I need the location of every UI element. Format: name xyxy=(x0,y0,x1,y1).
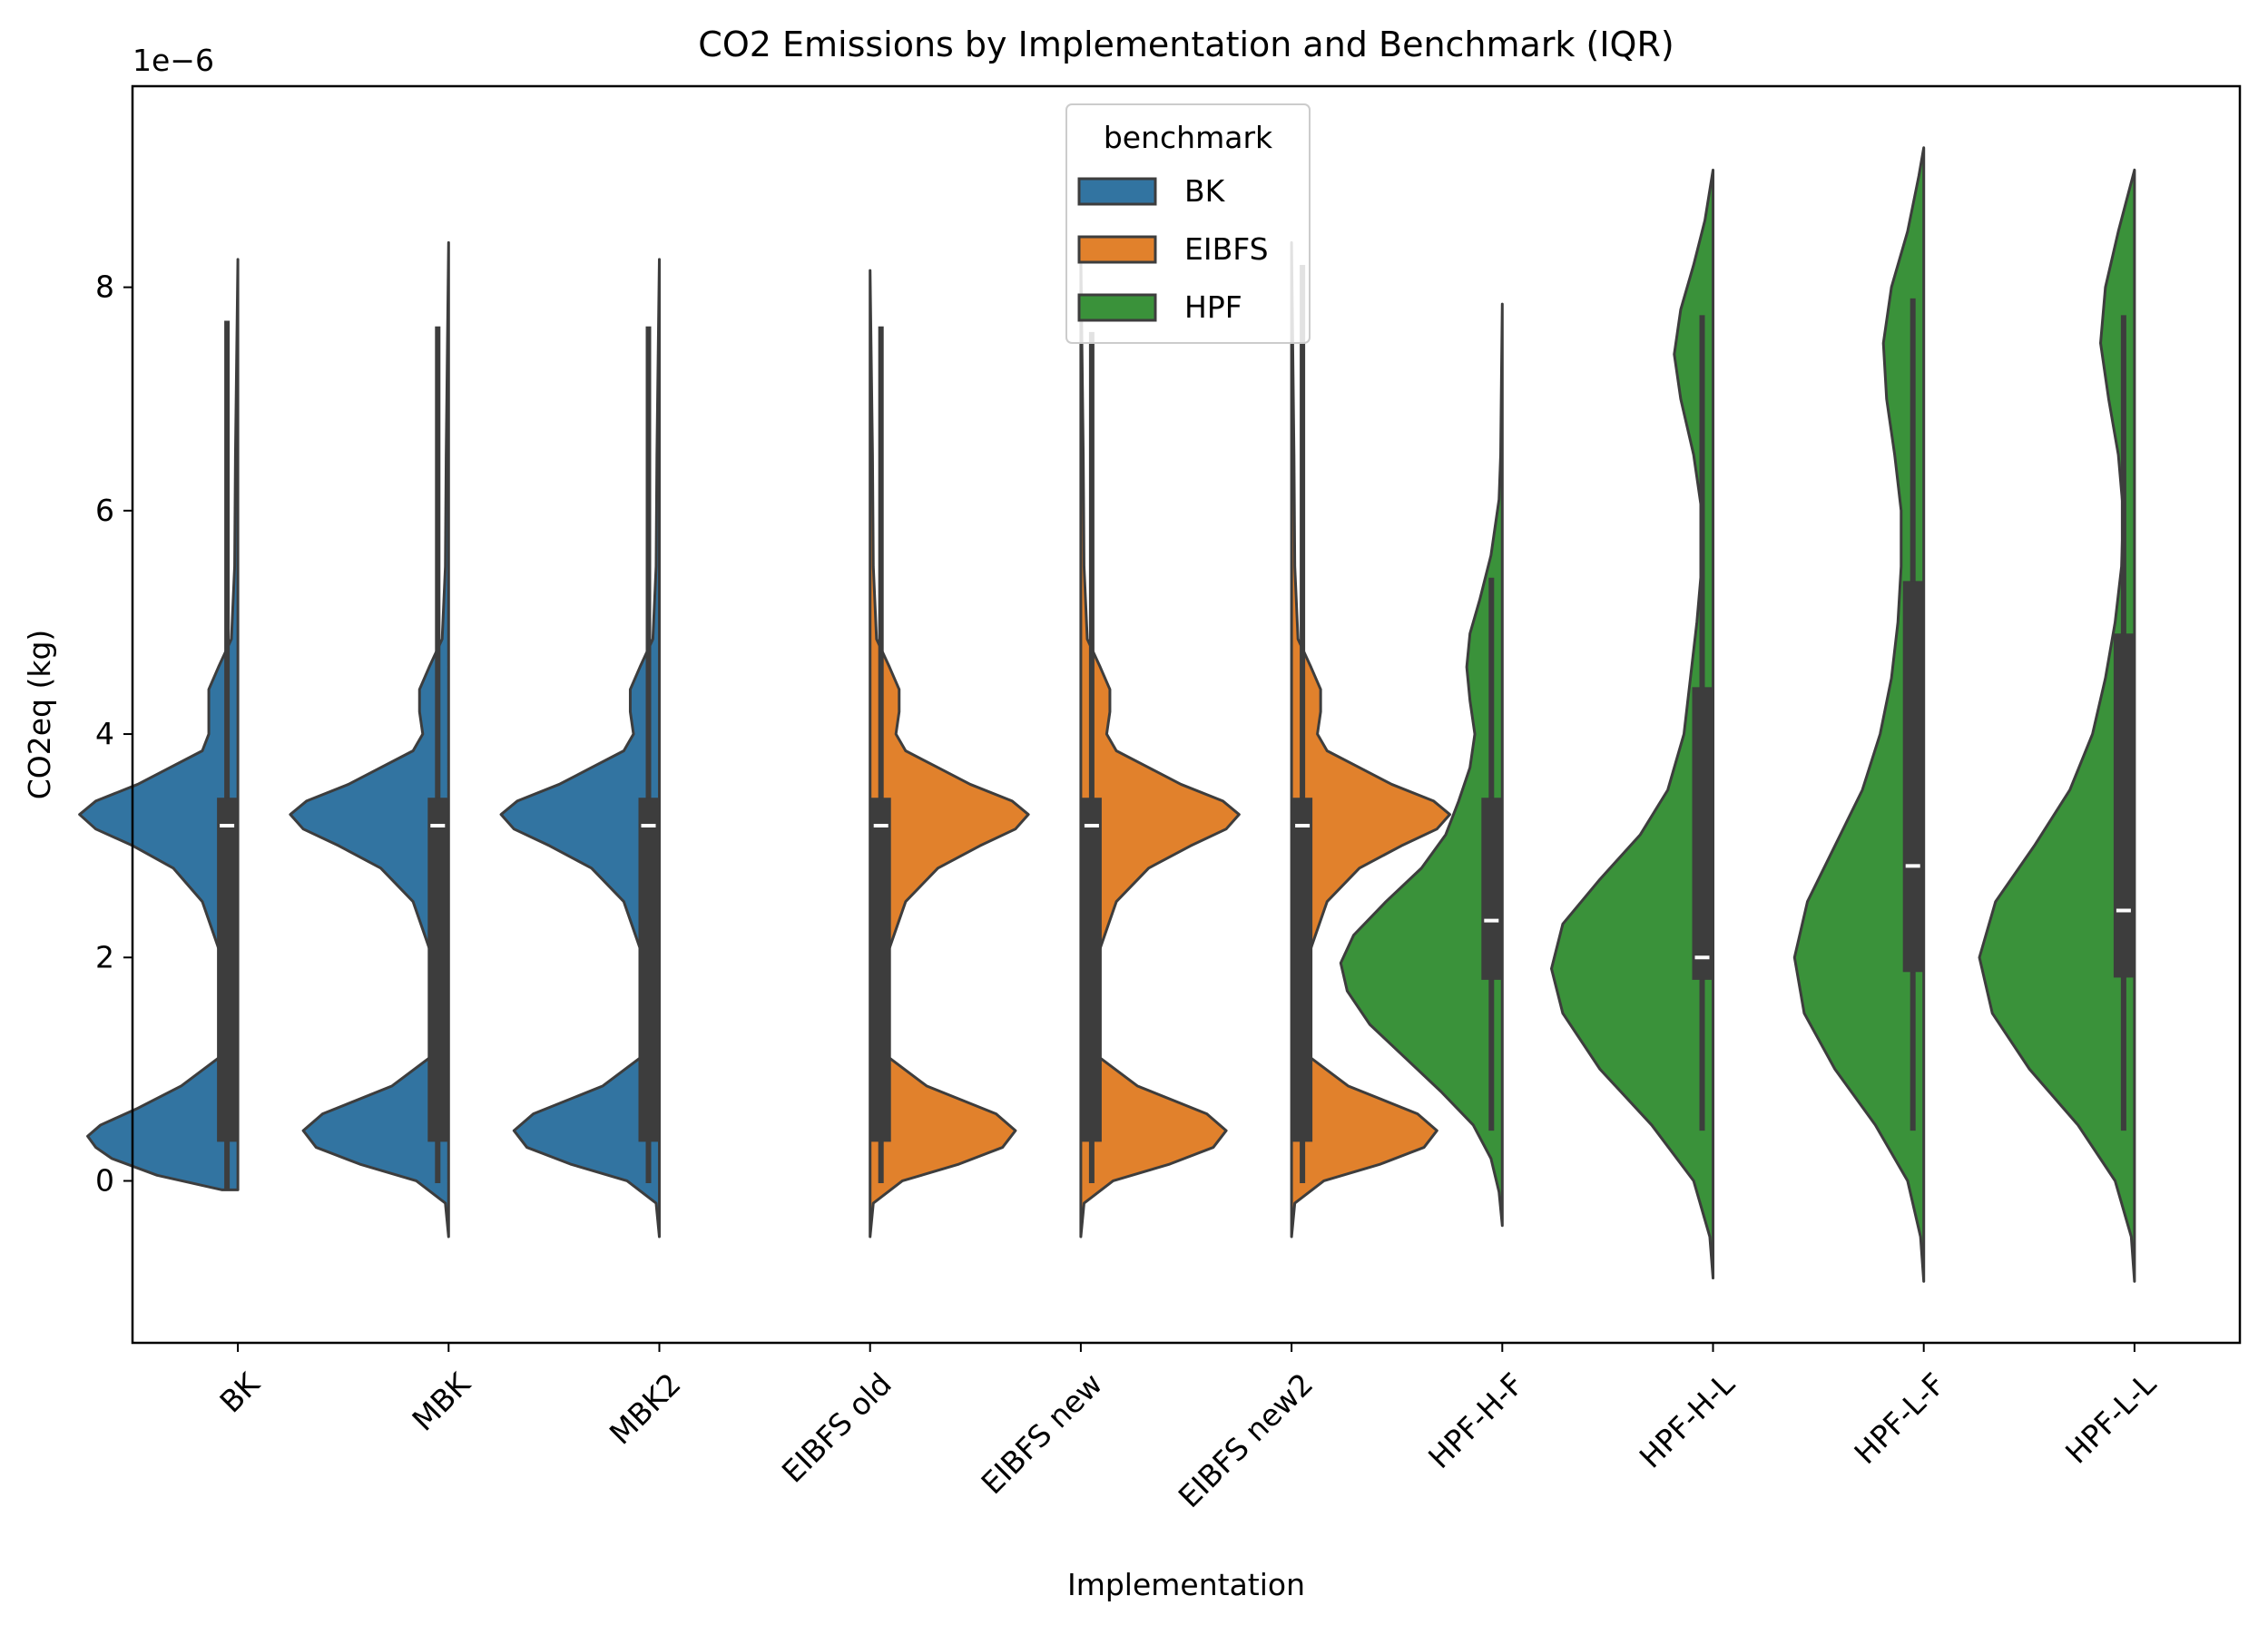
legend-title: benchmark xyxy=(1104,120,1273,155)
violin-iqr-box xyxy=(2113,633,2134,978)
violin-iqr-box xyxy=(1292,798,1313,1142)
legend-entry-label: HPF xyxy=(1184,289,1242,325)
legend-entry-label: BK xyxy=(1184,173,1226,209)
violin-body xyxy=(1978,168,2136,1283)
violin-iqr-box xyxy=(217,798,238,1142)
violins-layer xyxy=(78,146,2136,1283)
legend-entry-label: EIBFS xyxy=(1184,231,1269,267)
violin-iqr-box xyxy=(1692,687,1713,980)
legend-swatch xyxy=(1077,235,1157,264)
chart-title: CO2 Emissions by Implementation and Benc… xyxy=(698,24,1674,64)
y-axis-label: CO2eq (kg) xyxy=(22,630,57,800)
violin-hpf-l-l xyxy=(1978,168,2136,1283)
y-axis-offset-label: 1e−6 xyxy=(133,43,214,78)
legend-swatch xyxy=(1077,177,1157,206)
violin-bk xyxy=(78,258,240,1191)
y-tick-label: 4 xyxy=(95,716,114,751)
violin-hpf-l-f xyxy=(1792,146,1926,1283)
y-tick-label: 2 xyxy=(95,939,114,974)
violin-body xyxy=(1550,168,1714,1280)
violin-eibfs-new xyxy=(1079,252,1241,1238)
violin-body xyxy=(1339,302,1504,1228)
y-tick-label: 6 xyxy=(95,493,114,528)
violin-hpf-h-l xyxy=(1550,168,1714,1280)
violin-iqr-box xyxy=(1081,798,1102,1142)
y-axis: 0 2 4 6 8 xyxy=(95,269,133,1198)
violin-body xyxy=(1792,146,1926,1283)
violin-eibfs-new2 xyxy=(1290,240,1452,1238)
x-axis-label: Implementation xyxy=(1067,1567,1305,1602)
violin-iqr-box xyxy=(427,798,448,1142)
violin-iqr-box xyxy=(1902,581,1923,973)
violin-iqr-box xyxy=(870,798,891,1142)
violin-mbk2 xyxy=(499,258,661,1238)
y-tick-label: 0 xyxy=(95,1162,114,1198)
plot-area-frame xyxy=(131,84,2242,1345)
violin-iqr-box xyxy=(1481,798,1502,980)
violin-eibfs-old xyxy=(869,269,1030,1238)
violin-hpf-h-f xyxy=(1339,302,1504,1228)
legend-swatch xyxy=(1077,293,1157,322)
violin-mbk xyxy=(289,240,450,1238)
legend-box xyxy=(1065,103,1311,344)
legend: benchmark BK EIBFS HPF xyxy=(1065,103,1311,344)
y-tick-label: 8 xyxy=(95,269,114,305)
violin-iqr-box xyxy=(638,798,659,1142)
